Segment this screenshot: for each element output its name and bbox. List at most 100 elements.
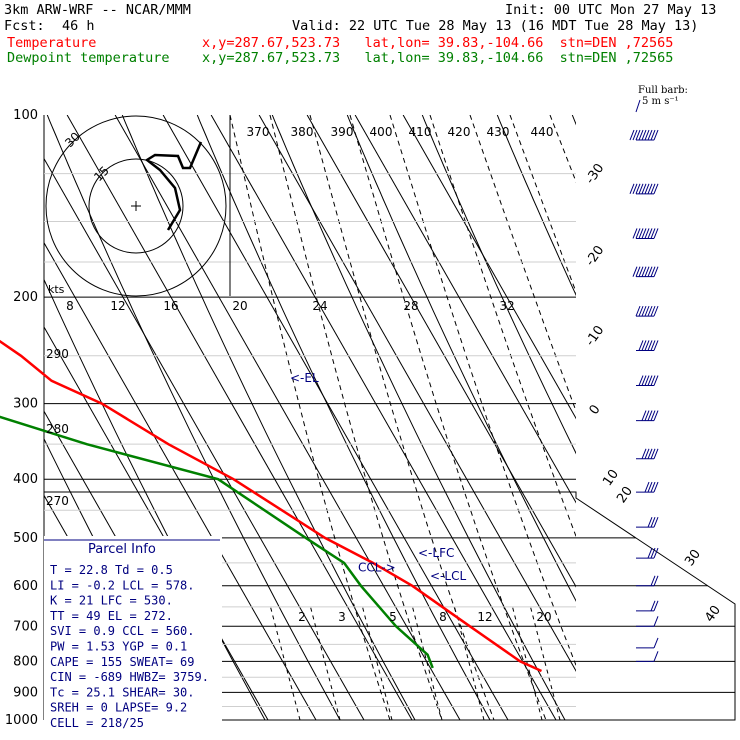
wind-barb-feather [647,129,653,141]
dry-adiabat [271,115,566,720]
mixing-ratio-line [361,604,393,720]
wind-barb-feather [650,305,656,317]
parcel-info-row: LI = -0.2 LCL = 578. [50,578,195,592]
wind-barb-feather [632,266,638,277]
wind-barb-feather [635,129,641,141]
hodo-speed-label: 12 [110,299,125,313]
parcel-info-row: PW = 1.53 YGP = 0.1 [50,640,187,654]
theta-e-label: 370 [247,125,270,139]
pressure-label-500: 500 [13,531,38,546]
wind-barb-feather [647,516,653,528]
pressure-label-800: 800 [13,654,38,669]
wind-barb-feather [647,228,653,239]
isotherm-label: 20 [614,484,636,506]
wind-barb-feather [647,547,653,559]
moist-adiabat [349,115,547,720]
dry-adiabat [496,115,576,297]
isotherm-line [258,115,576,672]
parcel-info-panel [44,536,222,736]
parcel-level-lfc: <-LFC [418,546,454,560]
wind-barb-feather [653,651,659,662]
theta-e-label: 440 [531,125,554,139]
wind-barb-feather [653,547,659,559]
wind-barb-feather [650,448,656,459]
wind-barb-feather [641,448,647,459]
pressure-label-400: 400 [13,472,38,487]
mixing-ratio-line [411,604,443,720]
dry-adiabat [346,115,576,602]
parcel-level-ccl: CCL-> [358,561,396,575]
wind-barb-feather [638,340,644,351]
wind-barb-feather [653,481,659,493]
pressure-label-300: 300 [13,397,38,412]
wind-barb-feather [641,410,647,421]
mixing-ratio-label: 20 [536,610,551,624]
wind-barb-feather [653,600,659,612]
wind-barb-feather [635,266,641,277]
parcel-info-row: CELL = 218/25 [50,716,144,730]
wind-barb-feather [644,481,650,493]
mixing-ratio-label: 12 [477,610,492,624]
wind-barb-feather [638,183,644,195]
wind-barb-feather [629,129,635,141]
moist-adiabat [309,115,495,720]
temperature-profile [0,339,543,673]
moist-adiabat [269,115,443,720]
isotherm-label: 10 [600,467,622,489]
init-time: Init: 00 UTC Mon 27 May 13 [505,2,717,18]
wind-barb-feather [653,516,659,528]
hodograph-trace [144,141,203,231]
pressure-label-600: 600 [13,579,38,594]
wind-barb-feather [653,410,659,421]
wind-barb-feather [635,183,641,195]
isotherm-label: -20 [583,243,607,269]
wind-barb-feather [653,637,659,649]
parcel-info-row: Tc = 25.1 SHEAR= 30. [50,685,195,699]
isotherm-line [44,241,317,720]
wind-barb-feather [647,375,653,386]
wind-barb-feather [653,266,659,277]
wind-barb-feather [647,410,653,421]
parcel-info-row: SVI = 0.9 CCL = 560. [50,624,195,638]
wind-barb-feather [644,228,650,239]
wind-barb-feather [653,183,659,195]
wind-barb-feather [650,575,656,586]
wind-barb-feather [653,375,659,386]
hodograph-ring-label: 30 [62,129,83,150]
parcel-level-lcl: <-LCL [430,569,466,583]
barb-legend-units: 5 m s⁻¹ [642,96,679,107]
barb-legend-title: Full barb: [638,85,688,96]
wind-barb-feather [653,228,659,239]
wind-barb-feather [650,228,656,239]
wind-barb-feather [641,340,647,351]
mixing-ratio-line [529,604,561,720]
mixing-ratio-label: 3 [338,610,346,624]
wind-barb-feather [647,448,653,459]
wind-barb-feather [650,183,656,195]
theta-label: 270 [46,494,69,508]
mixing-ratio-line [511,604,543,720]
wind-barb-feather [644,129,650,141]
isotherm-line [402,115,576,420]
wind-barb-feather [629,183,635,195]
wind-barb-feather [641,305,647,317]
dewpoint-legend: Dewpoint temperature [7,50,170,66]
wind-barb-feather [650,547,656,559]
isotherm-label: 30 [682,547,704,569]
theta-e-label: 410 [409,125,432,139]
wind-barb-feather [650,266,656,277]
theta-e-label: 390 [331,125,354,139]
mixing-ratio-label: 8 [439,610,447,624]
theta-e-label: 430 [487,125,510,139]
isotherm-line [306,115,576,588]
model-title: 3km ARW-WRF -- NCAR/MMM [4,2,191,18]
isotherm-label: 0 [587,402,604,417]
hodograph-ring-label: 15 [91,163,112,184]
wind-barb-feather [641,129,647,141]
dewpoint-profile [0,415,434,669]
isotherm-line [354,115,576,504]
isotherm-line [210,115,557,720]
dry-adiabat [421,115,576,455]
hodograph-origin [131,201,141,211]
